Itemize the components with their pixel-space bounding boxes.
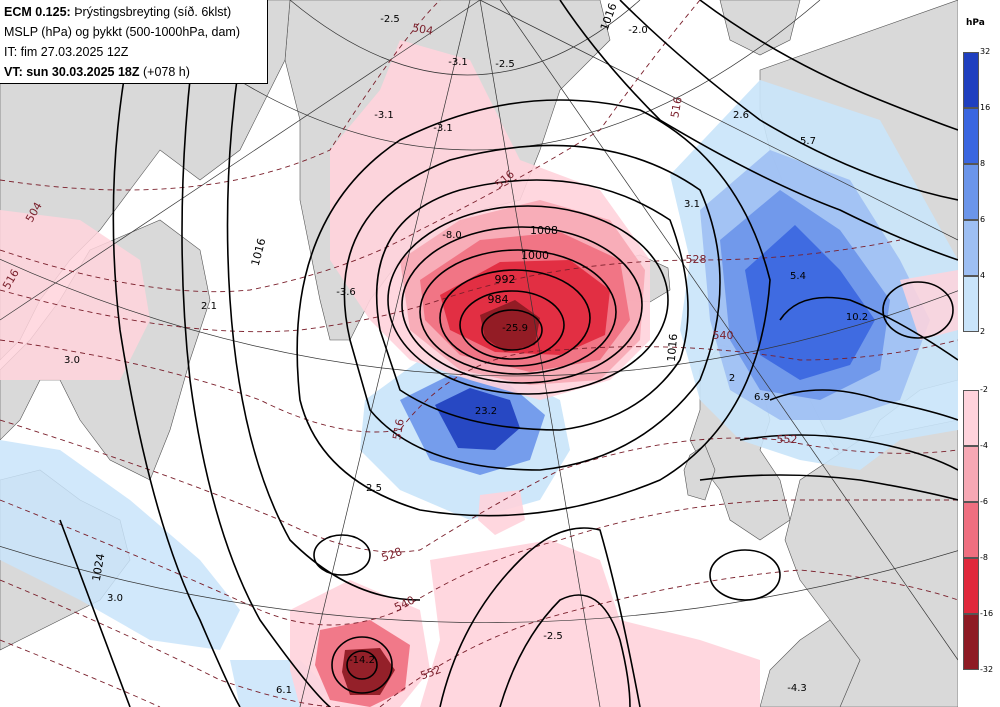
pressure-change-label: -8.0 <box>442 230 462 241</box>
pressure-change-label: -3.1 <box>433 123 453 134</box>
legend-negative-tick: -4 <box>980 441 988 450</box>
legend-negative-swatch <box>963 446 979 502</box>
pressure-change-label: 3.0 <box>64 355 80 366</box>
thickness-label: 516 <box>668 96 684 119</box>
isobar-label: 1024 <box>90 552 108 582</box>
init-time: IT: fim 27.03.2025 12Z <box>4 45 129 59</box>
thickness-label: 540 <box>713 329 734 342</box>
svalbard <box>719 0 801 56</box>
legend-negative-tick: -2 <box>980 385 988 394</box>
isobar-label: 1008 <box>530 224 558 237</box>
valid-time: VT: sun 30.03.2025 18Z <box>4 65 140 79</box>
pressure-change-label: 2 <box>729 373 735 384</box>
isobar-label: 992 <box>495 273 516 286</box>
isobar-label: 984 <box>488 293 509 306</box>
pressure-rise-fills <box>0 80 958 707</box>
pressure-change-label: -3.1 <box>448 57 468 68</box>
pressure-change-label: 6.1 <box>276 685 292 696</box>
pressure-change-label: -2.5 <box>543 631 563 642</box>
weather-map: -25.9 23.2 -14.2 6.9 10.2 5.4 5.7 2.6 3.1 -2.0 -3.… <box>0 0 958 707</box>
legend-positive-tick: 8 <box>980 159 986 168</box>
valid-time-line: VT: sun 30.03.2025 18Z (+078 h) <box>4 62 263 82</box>
pressure-change-label: 3.0 <box>107 593 123 604</box>
legend-negative-tick: -32 <box>980 665 994 674</box>
pressure-change-label: 6.9 <box>754 392 770 403</box>
product-name: Þrýstingsbreyting (síð. 6klst) <box>74 5 232 19</box>
pressure-change-label: 2.5 <box>366 483 382 494</box>
pressure-change-label: -2.5 <box>380 14 400 25</box>
title-line-1: ECM 0.125: Þrýstingsbreyting (síð. 6klst… <box>4 2 263 22</box>
forecast-offset: (+078 h) <box>142 65 190 79</box>
legend-negative-tick: -16 <box>980 609 994 618</box>
thickness-label: 552 <box>777 433 798 446</box>
pressure-change-label: 3.1 <box>684 199 700 210</box>
pressure-change-label: 23.2 <box>475 406 497 417</box>
thickness-label: 528 <box>686 253 707 266</box>
legend-unit: hPa <box>966 18 985 28</box>
legend-positive-tick: 6 <box>980 215 986 224</box>
legend-negative-tick: -6 <box>980 497 988 506</box>
legend-negative-swatch <box>963 614 979 670</box>
legend-positive-tick: 2 <box>980 327 986 336</box>
legend-positive-swatch <box>963 164 979 220</box>
pressure-change-label: -25.9 <box>502 323 528 334</box>
pressure-change-label: -2.0 <box>628 25 648 36</box>
pressure-change-label: 2.1 <box>201 301 217 312</box>
isobar-label: 1016 <box>665 333 680 362</box>
iberia <box>759 619 861 707</box>
title-box: ECM 0.125: Þrýstingsbreyting (síð. 6klst… <box>0 0 268 84</box>
legend-positive-swatch <box>963 108 979 164</box>
legend-negative-swatch <box>963 558 979 614</box>
thickness-label: 504 <box>411 21 434 37</box>
pressure-change-label: -3.1 <box>374 110 394 121</box>
pressure-change-label: 10.2 <box>846 312 868 323</box>
pressure-change-label: -2.5 <box>495 59 515 70</box>
isobars <box>59 0 958 707</box>
legend-positive-tick: 16 <box>980 103 991 112</box>
legend-positive-tick: 4 <box>980 271 986 280</box>
map-canvas: -25.9 23.2 -14.2 6.9 10.2 5.4 5.7 2.6 3.1 -2.0 -3.… <box>0 0 958 707</box>
fields-line: MSLP (hPa) og þykkt (500-1000hPa, dam) <box>4 25 241 39</box>
legend-positive-tick: 32 <box>980 47 991 56</box>
legend-positive-swatch <box>963 276 979 332</box>
pressure-change-label: 2.6 <box>733 110 749 121</box>
pressure-change-label: -3.6 <box>336 287 356 298</box>
pressure-change-label: -4.3 <box>787 683 807 694</box>
model-name: ECM 0.125: <box>4 5 71 19</box>
pressure-change-label: 5.4 <box>790 271 806 282</box>
legend-positive-swatch <box>963 220 979 276</box>
legend-negative-swatch <box>963 502 979 558</box>
legend-negative-tick: -8 <box>980 553 988 562</box>
legend-positive-swatch <box>963 52 979 108</box>
pressure-change-label: 5.7 <box>800 136 816 147</box>
color-legend: hPa 32 16 8 6 4 2 -2 -4 -6 -8 -16 -32 <box>958 0 1000 707</box>
isobar-label: 1000 <box>521 249 549 262</box>
legend-negative-swatch <box>963 390 979 446</box>
thickness-label: 516 <box>390 418 406 441</box>
pressure-change-label: -14.2 <box>349 655 375 666</box>
